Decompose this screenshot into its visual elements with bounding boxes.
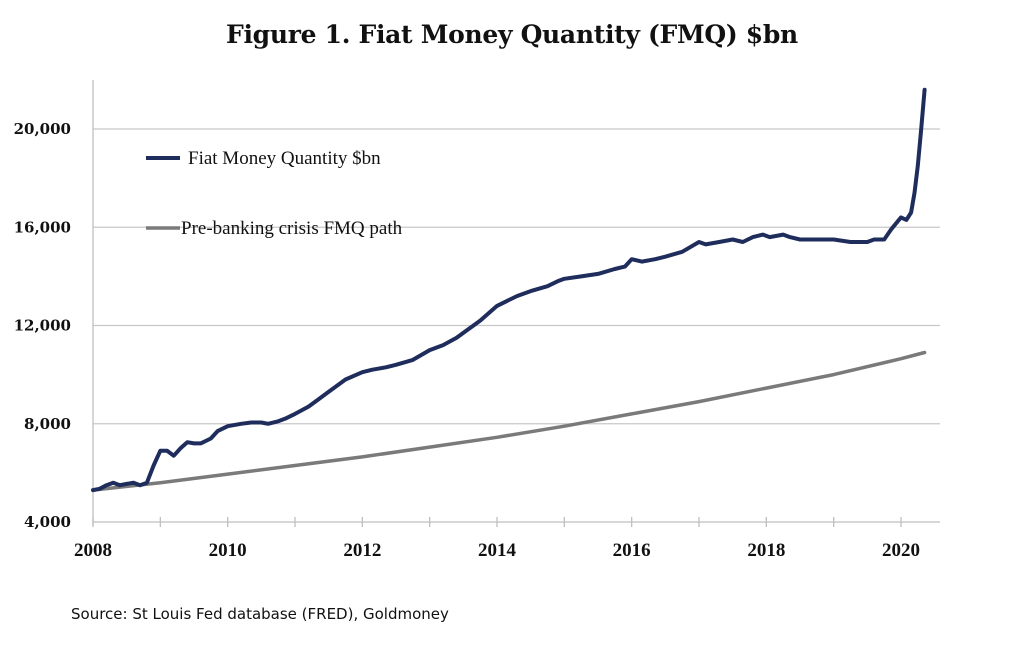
series-lines [91, 87, 927, 493]
y-tick-label: 8,000 [24, 415, 71, 433]
axes [92, 80, 940, 527]
x-axis-ticks: 2008 2010 2012 2014 2016 2018 2020 [74, 540, 920, 561]
x-tick-label: 2012 [343, 540, 381, 561]
legend: Fiat Money Quantity $bn Pre-banking crisi… [146, 148, 403, 239]
x-tick-label: 2014 [478, 540, 517, 561]
y-tick-label: 20,000 [14, 120, 71, 138]
y-tick-label: 12,000 [14, 317, 71, 335]
series-line-fmq [91, 87, 927, 493]
y-axis-ticks: 4,000 8,000 12,000 16,000 20,000 [14, 120, 71, 531]
x-tick-label: 2018 [747, 540, 785, 561]
series-line-pre-crisis-path [91, 350, 927, 492]
x-tick-label: 2008 [74, 540, 112, 561]
x-tick-label: 2016 [613, 540, 651, 561]
y-tick-label: 16,000 [14, 218, 71, 236]
x-tick-label: 2020 [882, 540, 920, 561]
y-tick-label: 4,000 [24, 513, 71, 531]
chart-title: Figure 1. Fiat Money Quantity (FMQ) $bn [226, 20, 798, 49]
legend-label-pre-crisis: Pre-banking crisis FMQ path [181, 218, 403, 239]
source-note: Source: St Louis Fed database (FRED), Go… [71, 605, 449, 623]
legend-label-fmq: Fiat Money Quantity $bn [188, 148, 381, 169]
x-tick-label: 2010 [209, 540, 247, 561]
